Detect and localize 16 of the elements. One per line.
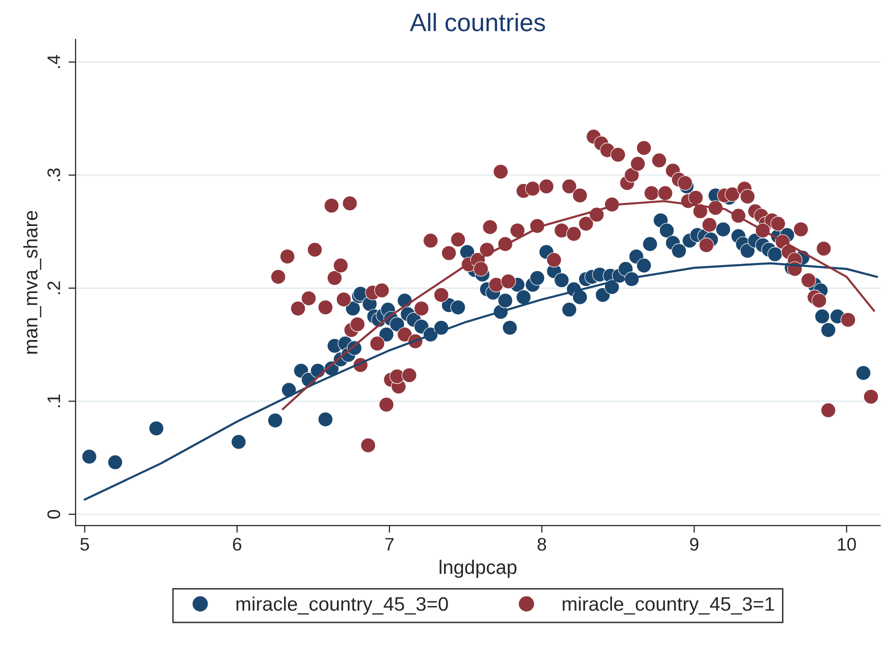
y-tick-label: .1 — [48, 394, 60, 408]
x-tick-label: 8 — [538, 538, 546, 551]
y-tick-label: .2 — [47, 282, 60, 294]
legend-label: miracle_country_45_3=0 — [236, 596, 448, 615]
x-axis-title: lngdpcap — [440, 560, 516, 578]
y-tick-label: 0 — [47, 510, 60, 519]
chart-title: All countries — [410, 12, 546, 32]
x-tick-label: 9 — [690, 538, 698, 551]
legend-label: miracle_country_45_3=1 — [562, 596, 774, 615]
y-axis-title: man_mva_share — [23, 210, 42, 354]
y-tick-label: .4 — [48, 55, 60, 68]
x-tick-label: 6 — [232, 538, 242, 551]
x-tick-label: 5 — [80, 538, 89, 551]
x-tick-label: 7 — [385, 538, 394, 550]
y-tick-label: .3 — [47, 168, 60, 181]
x-tick-label: 10 — [838, 538, 856, 551]
